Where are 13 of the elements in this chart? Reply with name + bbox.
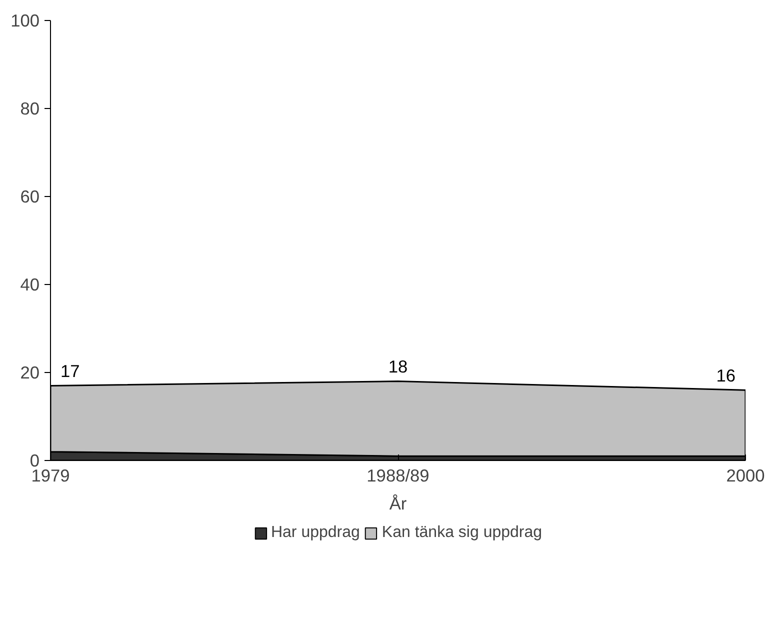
y-tick-label: 100 xyxy=(10,10,40,30)
legend-label: Kan tänka sig uppdrag xyxy=(382,524,542,542)
x-axis-title: År xyxy=(389,494,407,514)
legend-label: Har uppdrag xyxy=(270,524,360,542)
y-tick-label: 60 xyxy=(20,186,40,206)
total-label: 18 xyxy=(388,356,408,376)
y-tick-label: 20 xyxy=(20,362,40,382)
x-tick-label: 2000 xyxy=(726,466,765,486)
x-tick-label: 1988/89 xyxy=(366,466,430,486)
total-label: 16 xyxy=(716,365,736,386)
y-tick-label: 80 xyxy=(20,98,40,118)
y-tick-label: 40 xyxy=(20,274,40,294)
total-label: 17 xyxy=(60,360,80,381)
